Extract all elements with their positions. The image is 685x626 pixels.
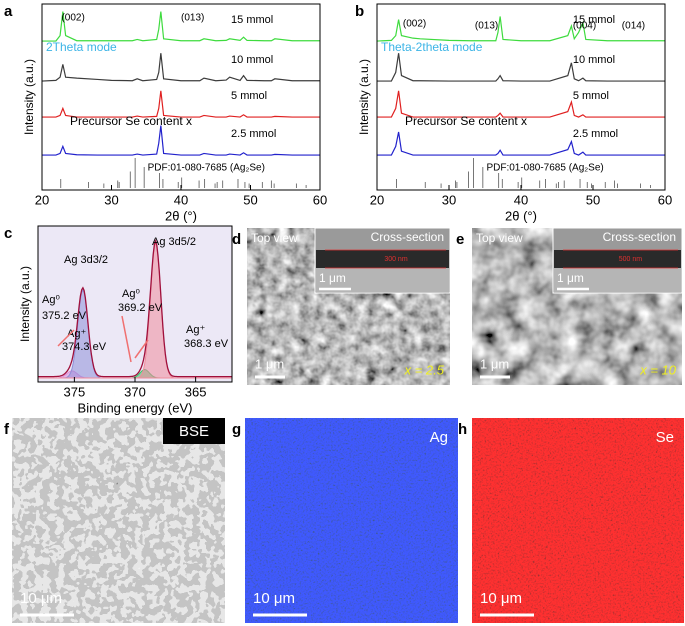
series-label: 5 mmol — [573, 90, 609, 102]
y-axis-label: Intensity (a.u.) — [357, 59, 371, 135]
panel-label: b — [355, 3, 364, 20]
inset-label: Cross-section — [371, 230, 444, 244]
peak-annotation: 368.3 eV — [184, 338, 229, 350]
peak-annotation: Ag⁺ — [186, 324, 205, 336]
x-tick-label: 40 — [514, 192, 528, 207]
series-label: 10 mmol — [231, 54, 273, 66]
panel-label: h — [458, 421, 467, 438]
x-tick-label: 50 — [243, 192, 257, 207]
series-label: 2.5 mmol — [573, 128, 618, 140]
arrow — [134, 339, 149, 359]
x-tick-label: 30 — [442, 192, 456, 207]
fit-component — [38, 241, 232, 379]
peak-annotation: Ag⁰ — [42, 294, 60, 306]
series-label: 15 mmol — [231, 14, 273, 26]
inset-scale-label: 1 μm — [319, 271, 346, 285]
micrograph — [472, 418, 684, 623]
xrd-trace — [42, 11, 320, 42]
mode-label: 2Theta mode — [46, 40, 117, 54]
micrograph — [245, 418, 458, 623]
panel-label: a — [4, 3, 13, 20]
panel-label: g — [232, 421, 241, 438]
peak-annotation: 375.2 eV — [42, 310, 87, 322]
series-label: 5 mmol — [231, 90, 267, 102]
peak-annotation: Ag 3d5/2 — [152, 236, 196, 248]
scale-label: 10 μm — [480, 590, 522, 607]
xrd-trace — [376, 16, 665, 42]
x-axis-label: Binding energy (eV) — [78, 400, 193, 415]
content-label: Precursor Se content x — [405, 114, 527, 128]
x-tick-label: 20 — [370, 192, 384, 207]
x-tick-label: 375 — [64, 384, 86, 399]
x-tick-label: 60 — [313, 192, 327, 207]
x-tick-label: 50 — [586, 192, 600, 207]
series-label: 15 mmol — [573, 14, 615, 26]
peak-annotation: (014) — [622, 21, 645, 32]
scale-label: 10 μm — [253, 590, 295, 607]
panel-label: c — [4, 225, 12, 242]
panel-label: d — [232, 231, 241, 248]
content-label: Precursor Se content x — [70, 114, 192, 128]
reference-label: PDF:01-080-7685 (Ag₂Se) — [486, 163, 603, 174]
peak-annotation: Ag 3d3/2 — [64, 254, 108, 266]
reference-label: PDF:01-080-7685 (Ag₂Se) — [148, 163, 265, 174]
peak-annotation: (013) — [475, 21, 498, 32]
xrd-trace — [377, 53, 665, 82]
peak-annotation: Ag⁺ — [67, 328, 86, 340]
inset-film — [316, 250, 449, 268]
thickness-label: 500 nm — [619, 256, 643, 263]
inset-label: Cross-section — [603, 230, 676, 244]
panel-label: e — [456, 231, 464, 248]
xrd-trace — [377, 90, 665, 118]
xrd-trace — [41, 53, 320, 82]
arrow — [57, 329, 75, 347]
peak-annotation: 369.2 eV — [118, 302, 163, 314]
series-label: 10 mmol — [573, 54, 615, 66]
xrd-trace — [42, 125, 320, 156]
thickness-label: 300 nm — [384, 256, 408, 263]
plot-background — [38, 226, 232, 382]
image-label: Se — [656, 429, 674, 446]
image-label: Ag — [430, 429, 448, 446]
xrd-trace — [42, 90, 320, 118]
x-tick-label: 365 — [185, 384, 207, 399]
peak-annotation: (013) — [181, 13, 204, 24]
scale-label: 1 μm — [255, 356, 284, 371]
inset-scale-label: 1 μm — [557, 271, 584, 285]
x-axis-label: 2θ (°) — [505, 208, 537, 223]
x-tick-label: 20 — [35, 192, 49, 207]
inset-film — [554, 250, 681, 268]
peak-annotation: (002) — [61, 13, 84, 24]
series-label: 2.5 mmol — [231, 128, 276, 140]
peak-annotation: (002) — [403, 19, 426, 30]
x-tick-label: 60 — [658, 192, 672, 207]
envelope — [38, 239, 232, 378]
image-label: Top view — [251, 231, 298, 245]
peak-annotation: (004) — [573, 21, 596, 32]
x-tick-label: 40 — [174, 192, 188, 207]
micrograph — [12, 418, 225, 623]
peak-annotation: 374.3 eV — [62, 341, 107, 353]
sample-label: x = 10 — [639, 362, 677, 377]
image-label: BSE — [179, 423, 209, 440]
peak-annotation: Ag⁰ — [122, 288, 140, 300]
x-tick-label: 370 — [124, 384, 146, 399]
scale-label: 10 μm — [20, 590, 62, 607]
sample-label: x = 2.5 — [404, 362, 445, 377]
mode-label: Theta-2theta mode — [381, 40, 483, 54]
scale-label: 1 μm — [480, 356, 509, 371]
image-label: Top view — [476, 231, 523, 245]
panel-label: f — [4, 421, 10, 438]
arrow — [121, 315, 132, 363]
label-box — [163, 418, 225, 444]
y-axis-label: Intensity (a.u.) — [22, 59, 36, 135]
x-axis-label: 2θ (°) — [165, 208, 197, 223]
xrd-trace — [377, 131, 665, 156]
x-tick-label: 30 — [104, 192, 118, 207]
y-axis-label: Intensity (a.u.) — [18, 266, 32, 342]
